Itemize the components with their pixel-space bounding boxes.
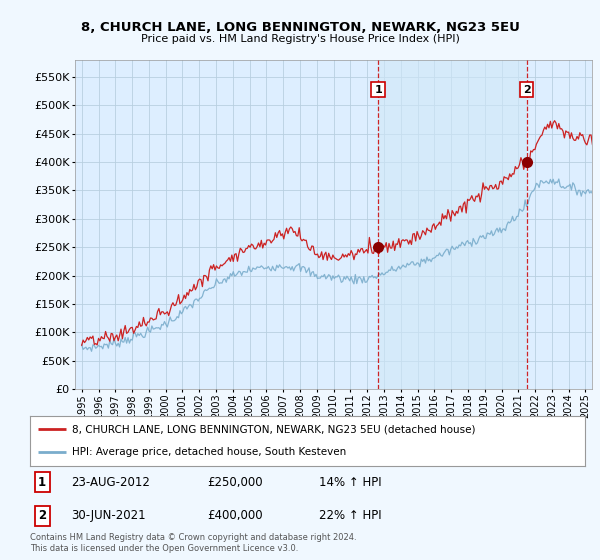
Text: Price paid vs. HM Land Registry's House Price Index (HPI): Price paid vs. HM Land Registry's House … [140, 34, 460, 44]
Text: 23-AUG-2012: 23-AUG-2012 [71, 475, 151, 488]
Text: HPI: Average price, detached house, South Kesteven: HPI: Average price, detached house, Sout… [71, 447, 346, 458]
Text: 8, CHURCH LANE, LONG BENNINGTON, NEWARK, NG23 5EU (detached house): 8, CHURCH LANE, LONG BENNINGTON, NEWARK,… [71, 424, 475, 434]
Text: 2: 2 [38, 510, 46, 522]
Text: £400,000: £400,000 [208, 510, 263, 522]
Bar [378, 60, 527, 389]
Text: Contains HM Land Registry data © Crown copyright and database right 2024.
This d: Contains HM Land Registry data © Crown c… [30, 533, 356, 553]
Text: 22% ↑ HPI: 22% ↑ HPI [319, 510, 381, 522]
Text: £250,000: £250,000 [208, 475, 263, 488]
Text: 14% ↑ HPI: 14% ↑ HPI [319, 475, 381, 488]
Text: 1: 1 [374, 85, 382, 95]
Text: 30-JUN-2021: 30-JUN-2021 [71, 510, 146, 522]
Text: 2: 2 [523, 85, 530, 95]
Text: 1: 1 [38, 475, 46, 488]
Text: 8, CHURCH LANE, LONG BENNINGTON, NEWARK, NG23 5EU: 8, CHURCH LANE, LONG BENNINGTON, NEWARK,… [80, 21, 520, 34]
